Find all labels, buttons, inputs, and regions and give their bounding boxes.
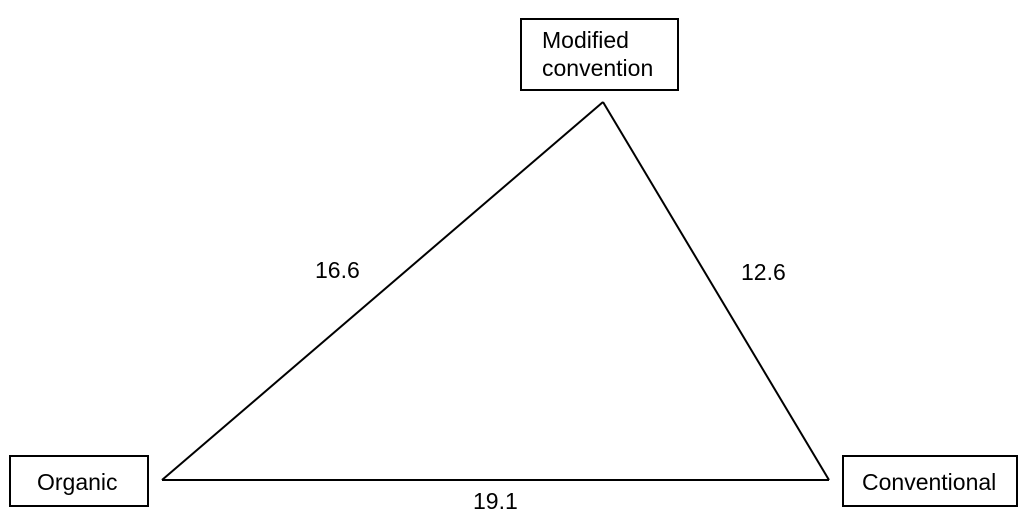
edge-label-modified-conventional: 12.6	[741, 259, 786, 285]
edge-modified-conventional	[602, 101, 830, 481]
node-modified-convention: Modified convention	[520, 18, 679, 91]
node-organic: Organic	[9, 455, 149, 507]
node-conventional-label: Conventional	[862, 469, 997, 495]
node-organic-label: Organic	[37, 469, 118, 495]
edge-organic-modified	[161, 101, 604, 481]
node-modified-line2: convention	[542, 55, 654, 81]
node-modified-line1: Modified	[542, 27, 629, 53]
edge-label-organic-conventional: 19.1	[473, 488, 518, 514]
edge-label-organic-modified: 16.6	[315, 257, 360, 283]
node-conventional: Conventional	[842, 455, 1018, 507]
